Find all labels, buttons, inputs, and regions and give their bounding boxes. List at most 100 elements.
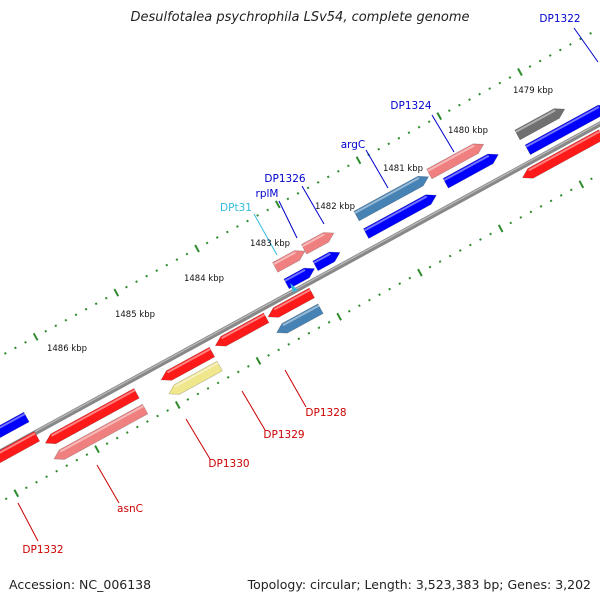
gene-arrow-blue-b[interactable] xyxy=(363,194,437,239)
outer-tick-mark xyxy=(355,156,362,165)
gene-label-dp1326[interactable]: DP1326 xyxy=(264,173,305,185)
genes-label: Genes: xyxy=(507,577,552,592)
tick-label: 1485 kbp xyxy=(115,310,155,320)
inner-tick-mark xyxy=(578,180,585,189)
inner-tick-mark xyxy=(549,199,553,203)
outer-tick-mark xyxy=(44,329,48,333)
gene-arrow-red-right[interactable] xyxy=(521,129,600,179)
inner-tick-mark xyxy=(358,304,361,308)
gene-arrow-blue-b-shine xyxy=(363,195,428,232)
inner-tick-mark xyxy=(226,376,230,379)
gene-arrow-blue-d-shine xyxy=(284,268,306,282)
outer-tick-mark xyxy=(538,59,542,63)
tick-label: 1483 kbp xyxy=(250,239,290,249)
gene-arrow-dp1329[interactable] xyxy=(214,312,270,347)
tick-label: 1484 kbp xyxy=(184,274,224,284)
genes-value: 3,202 xyxy=(555,577,591,592)
gene-label-dp1322[interactable]: DP1322 xyxy=(539,13,580,25)
outer-tick-mark xyxy=(14,346,17,350)
outer-tick-mark xyxy=(508,76,512,79)
gene-arrow-blue-left[interactable] xyxy=(0,411,30,446)
gene-arrow-dp1322[interactable] xyxy=(514,108,566,141)
outer-tick-mark xyxy=(104,296,108,300)
gene-arrow-red-3[interactable] xyxy=(44,388,140,444)
outer-tick-mark xyxy=(225,230,229,234)
gene-arrow-dp1328[interactable] xyxy=(276,303,324,334)
inner-tick-mark xyxy=(85,453,89,456)
outer-tick-mark xyxy=(478,92,481,96)
tick-label: 1481 kbp xyxy=(383,164,423,174)
gene-arrow-argc[interactable] xyxy=(353,175,429,222)
gene-arrow-rplm-shine xyxy=(301,233,325,248)
tick-label: 1480 kbp xyxy=(448,126,488,136)
inner-tick-mark xyxy=(317,326,321,330)
leader-line xyxy=(253,213,278,256)
gene-label-dp1332[interactable]: DP1332 xyxy=(22,544,63,556)
gene-label-dp1324[interactable]: DP1324 xyxy=(390,100,431,112)
gene-label-argc[interactable]: argC xyxy=(341,139,366,151)
inner-tick-mark xyxy=(489,232,492,236)
length-value: 3,523,383 bp; xyxy=(415,577,504,592)
inner-tick-mark xyxy=(146,420,149,423)
inner-tick-mark xyxy=(327,320,331,324)
topology-value: circular; xyxy=(310,577,361,592)
gene-label-rplm[interactable]: rplM xyxy=(256,188,279,200)
gene-arrow-blue-a-shine xyxy=(443,154,490,182)
gene-arrow-dp1322-shine xyxy=(515,109,556,133)
topology-label: Topology: xyxy=(247,577,307,592)
inner-tick-mark xyxy=(25,486,28,490)
outer-tick-mark xyxy=(155,269,159,272)
gene-label-dp1328[interactable]: DP1328 xyxy=(305,407,346,419)
inner-tick-mark xyxy=(75,458,79,462)
gene-arrow-asnc-shine xyxy=(59,405,145,453)
gene-arrow-blue-c-shine xyxy=(313,252,331,264)
gene-arrow-red-1[interactable] xyxy=(267,287,315,318)
inner-tick-mark xyxy=(55,469,58,473)
gene-arrow-dp1332[interactable] xyxy=(0,431,41,465)
outer-tick-mark xyxy=(84,307,88,311)
inner-tick-mark xyxy=(297,337,301,341)
leader-line xyxy=(365,149,389,189)
gene-arrow-dp1326[interactable] xyxy=(272,250,306,273)
genome-backbone xyxy=(0,121,600,455)
gene-label-dp1329[interactable]: DP1329 xyxy=(263,429,304,441)
inner-tick-mark xyxy=(469,243,472,247)
inner-tick-ruler xyxy=(4,177,593,501)
gene-arrow-blue-a[interactable] xyxy=(442,153,499,189)
gene-label-dpt31[interactable]: DPt31 xyxy=(220,202,252,214)
genome-stats: Topology: circular; Length: 3,523,383 bp… xyxy=(248,577,591,592)
outer-tick-ruler xyxy=(3,32,592,355)
inner-tick-mark xyxy=(236,370,240,374)
gene-arrow-blue-e[interactable] xyxy=(524,104,600,156)
outer-tick-mark xyxy=(447,109,451,112)
inner-tick-mark xyxy=(539,205,543,208)
trna-dpt31-marker[interactable] xyxy=(290,283,298,292)
gene-arrow-dp1330-shine xyxy=(174,362,219,388)
gene-label-asnc[interactable]: asnC xyxy=(117,503,143,515)
gene-arrow-dp1324[interactable] xyxy=(426,143,485,180)
inner-tick-mark xyxy=(267,353,270,357)
leader-line xyxy=(278,200,298,239)
inner-tick-mark xyxy=(307,331,311,335)
gene-arrow-blue-d[interactable] xyxy=(283,267,316,290)
outer-tick-mark xyxy=(296,192,300,195)
gene-arrow-rplm[interactable] xyxy=(300,232,335,255)
tick-labels: 1479 kbp 1480 kbp 1481 kbp 1482 kbp 1483 kbp… xyxy=(47,86,553,354)
gene-arrow-blue-c[interactable] xyxy=(312,251,341,272)
inner-tick-mark xyxy=(277,348,280,352)
map-title: Desulfotalea psychrophila LSv54, complet… xyxy=(130,10,470,25)
inner-tick-mark xyxy=(45,475,48,479)
gene-arrow-red-2[interactable] xyxy=(160,346,216,381)
gene-arrow-asnc[interactable] xyxy=(53,403,149,460)
inner-tick-mark xyxy=(186,398,190,401)
outer-tick-mark xyxy=(165,263,169,267)
outer-tick-mark xyxy=(387,142,391,146)
gene-arrow-dp1330[interactable] xyxy=(168,360,223,395)
outer-tick-mark xyxy=(579,37,582,41)
inner-tick-mark xyxy=(569,188,573,192)
gene-arrow-dp1324-shine xyxy=(427,144,475,172)
gene-arrow-red-3-shine xyxy=(51,389,136,437)
gene-label-dp1330[interactable]: DP1330 xyxy=(208,458,249,470)
tick-label: 1479 kbp xyxy=(513,86,553,96)
leader-line xyxy=(431,114,455,153)
